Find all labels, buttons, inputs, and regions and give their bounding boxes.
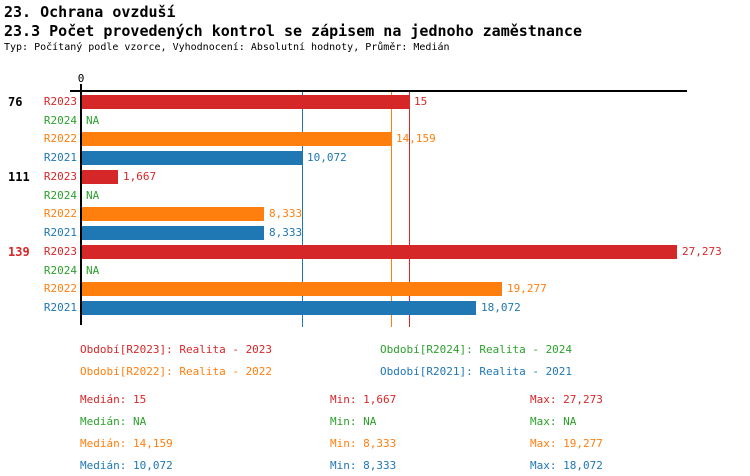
stat-max-R2023: Max: 27,273	[530, 393, 603, 406]
bar-value-label: 14,159	[396, 132, 436, 145]
legend-item-R2023: Období[R2023]: Realita - 2023	[80, 343, 273, 356]
bar-111-R2023	[82, 170, 118, 184]
year-label-R2023: R2023	[43, 95, 77, 108]
year-label-R2021: R2021	[43, 151, 77, 164]
group-label-111: 111	[8, 170, 30, 184]
stat-max-R2024: Max: NA	[530, 415, 577, 428]
year-label-R2024: R2024	[43, 114, 77, 127]
x-axis-line	[70, 90, 687, 92]
bar-139-R2022	[82, 282, 502, 296]
bar-value-label: 8,333	[269, 226, 303, 239]
bar-76-R2023	[82, 95, 409, 109]
bar-111-R2022	[82, 207, 264, 221]
bar-76-R2022	[82, 132, 391, 146]
stat-median-R2023: Medián: 15	[80, 393, 147, 406]
year-label-R2022: R2022	[43, 132, 77, 145]
stat-min-R2024: Min: NA	[330, 415, 377, 428]
median-line-R2022	[391, 92, 392, 327]
indicator-title: 23.3 Počet provedených kontrol se zápise…	[4, 22, 582, 40]
bar-111-R2021	[82, 226, 264, 240]
stat-min-R2022: Min: 8,333	[330, 437, 397, 450]
bar-value-label: 27,273	[682, 245, 722, 258]
stat-median-R2021: Medián: 10,072	[80, 459, 173, 472]
x-axis-zero-label: 0	[77, 72, 85, 85]
year-label-R2021: R2021	[43, 226, 77, 239]
bar-value-label: NA	[86, 189, 100, 202]
stat-max-R2021: Max: 18,072	[530, 459, 603, 472]
chart-subtitle: Typ: Počítaný podle vzorce, Vyhodnocení:…	[4, 42, 450, 53]
legend-item-R2022: Období[R2022]: Realita - 2022	[80, 365, 273, 378]
stat-min-R2021: Min: 8,333	[330, 459, 397, 472]
group-label-76: 76	[8, 95, 23, 109]
year-label-R2022: R2022	[43, 207, 77, 220]
year-label-R2021: R2021	[43, 301, 77, 314]
bar-139-R2023	[82, 245, 677, 259]
median-line-R2023	[409, 92, 410, 327]
bar-value-label: 8,333	[269, 207, 303, 220]
stat-median-R2024: Medián: NA	[80, 415, 147, 428]
bar-value-label: 18,072	[481, 301, 521, 314]
median-line-R2021	[302, 92, 303, 327]
report-title: 23. Ochrana ovzduší	[4, 3, 176, 21]
bar-value-label: NA	[86, 264, 100, 277]
legend-item-R2021: Období[R2021]: Realita - 2021	[380, 365, 573, 378]
stat-median-R2022: Medián: 14,159	[80, 437, 173, 450]
stat-min-R2023: Min: 1,667	[330, 393, 397, 406]
group-label-139: 139	[8, 245, 30, 259]
year-label-R2023: R2023	[43, 245, 77, 258]
year-label-R2024: R2024	[43, 189, 77, 202]
bar-value-label: 15	[414, 95, 428, 108]
bar-value-label: 1,667	[123, 170, 157, 183]
bar-76-R2021	[82, 151, 302, 165]
bar-chart-plot: 0 76 R2023 15 R2024 NA R2022 14,159 R2021 10,072…	[8, 72, 722, 327]
legend-item-R2024: Období[R2024]: Realita - 2024	[380, 343, 573, 356]
bar-value-label: 10,072	[307, 151, 347, 164]
bar-139-R2021	[82, 301, 476, 315]
bar-value-label: NA	[86, 114, 100, 127]
stat-max-R2022: Max: 19,277	[530, 437, 603, 450]
year-label-R2022: R2022	[43, 282, 77, 295]
year-label-R2023: R2023	[43, 170, 77, 183]
y-axis-line	[80, 84, 82, 325]
bar-value-label: 19,277	[507, 282, 547, 295]
year-label-R2024: R2024	[43, 264, 77, 277]
